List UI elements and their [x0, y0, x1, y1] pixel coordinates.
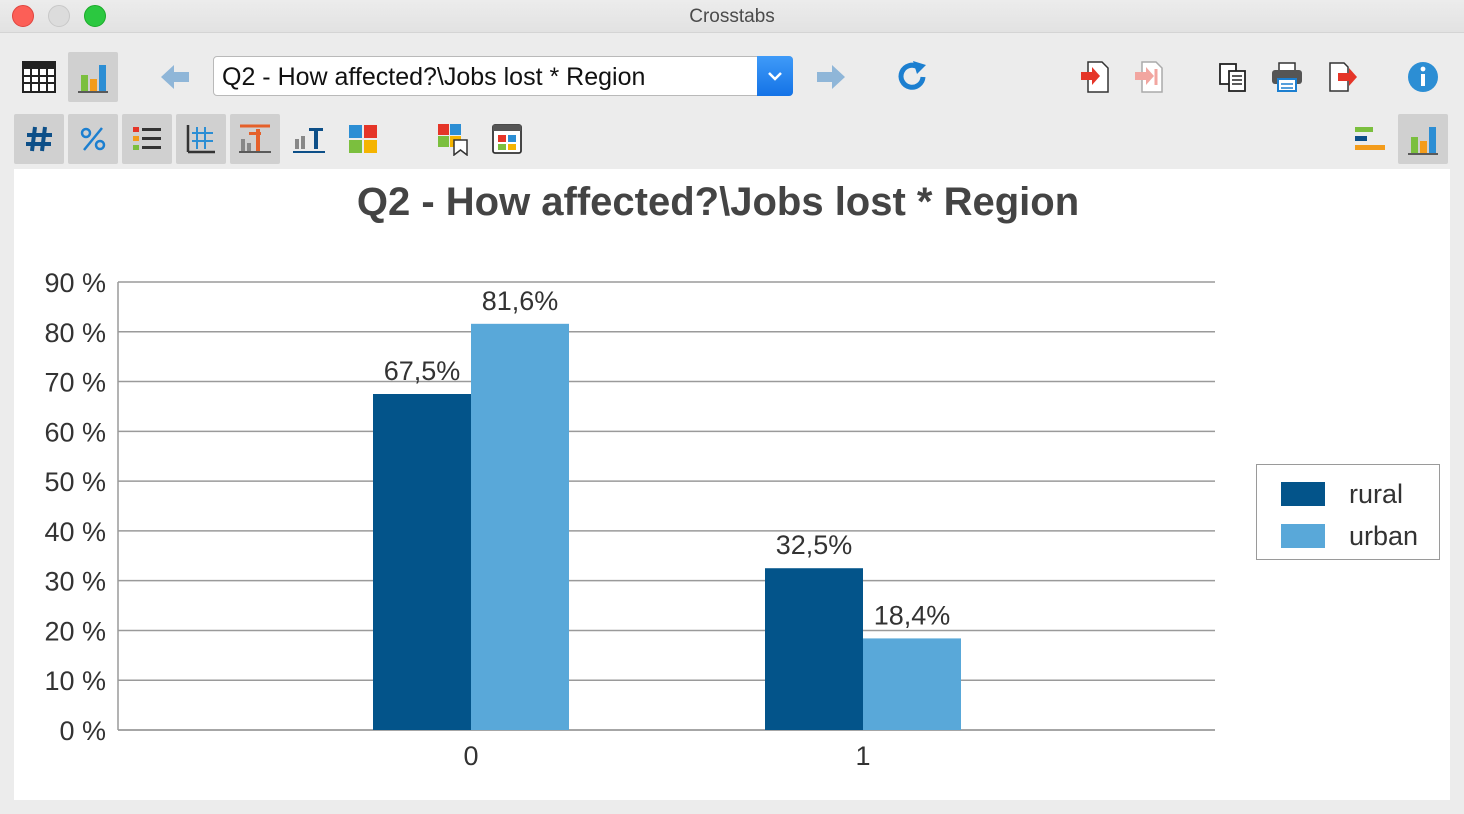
- printer-icon: [1272, 62, 1302, 92]
- absolute-frequencies-button[interactable]: [14, 114, 64, 164]
- total-percent-button[interactable]: [230, 114, 280, 164]
- window-title: Crosstabs: [689, 6, 775, 27]
- arrow-left-icon: [161, 65, 189, 89]
- legend-item-rural: rural: [1281, 477, 1403, 511]
- y-tick-label: 30 %: [44, 567, 106, 597]
- row-percent-button[interactable]: [122, 114, 172, 164]
- percent-button[interactable]: [68, 114, 118, 164]
- vertical-bar-chart-button[interactable]: [1398, 114, 1448, 164]
- import-icon: [1081, 61, 1109, 93]
- bar-urban-0: [471, 323, 569, 730]
- export-button[interactable]: [1318, 52, 1368, 102]
- legend-label-rural: rural: [1349, 478, 1404, 509]
- copy-icon: [1219, 63, 1246, 92]
- bar-rural-0: [373, 394, 471, 730]
- y-tick-label: 60 %: [44, 417, 106, 447]
- x-tick-label: 1: [855, 741, 870, 771]
- close-window-button[interactable]: [12, 5, 34, 27]
- table-view-button[interactable]: [14, 52, 64, 102]
- y-tick-label: 90 %: [44, 268, 106, 298]
- chart-options-button[interactable]: [284, 114, 334, 164]
- arrow-right-icon: [817, 65, 845, 89]
- chart-title: Q2 - How affected?\Jobs lost * Region: [356, 180, 1080, 224]
- y-tick-label: 10 %: [44, 666, 106, 696]
- horizontal-bars-icon: [1355, 127, 1385, 150]
- zoom-window-button[interactable]: [84, 5, 106, 27]
- data-label: 18,4%: [874, 600, 951, 630]
- import-disabled-icon: [1135, 61, 1163, 93]
- window-colors-button[interactable]: [482, 114, 532, 164]
- x-tick-label: 0: [463, 741, 478, 771]
- refresh-button[interactable]: [888, 52, 938, 102]
- chart-panel: [14, 169, 1450, 800]
- legend-swatch-rural: [1281, 482, 1325, 506]
- info-icon: [1408, 62, 1438, 92]
- column-percent-button[interactable]: [176, 114, 226, 164]
- chart-text-icon: [293, 128, 325, 153]
- back-button[interactable]: [150, 52, 200, 102]
- title-bar: Crosstabs: [0, 0, 1464, 33]
- y-tick-label: 40 %: [44, 517, 106, 547]
- minimize-window-button[interactable]: [48, 5, 70, 27]
- bar-total-icon: [239, 124, 271, 153]
- table-grid-icon: [22, 61, 56, 93]
- save-colors-button[interactable]: [428, 114, 478, 164]
- import-disabled-button[interactable]: [1124, 52, 1174, 102]
- grid-axis-icon: [186, 125, 215, 154]
- y-tick-label: 80 %: [44, 318, 106, 348]
- export-icon: [1329, 62, 1357, 92]
- variable-select-value: Q2 - How affected?\Jobs lost * Region: [222, 63, 646, 91]
- chart-view-button[interactable]: [68, 52, 118, 102]
- list-icon: [133, 127, 161, 150]
- import-button[interactable]: [1070, 52, 1120, 102]
- legend-item-urban: urban: [1281, 519, 1418, 553]
- data-label: 81,6%: [482, 286, 559, 316]
- y-tick-label: 20 %: [44, 616, 106, 646]
- horizontal-bar-chart-button[interactable]: [1344, 114, 1394, 164]
- vertical-bars-icon: [1408, 127, 1438, 155]
- copy-button[interactable]: [1208, 52, 1258, 102]
- data-label: 32,5%: [776, 530, 853, 560]
- percent-icon: [80, 127, 106, 151]
- bar-urban-1: [863, 638, 961, 730]
- info-button[interactable]: [1398, 52, 1448, 102]
- forward-button[interactable]: [806, 52, 856, 102]
- y-tick-label: 0 %: [59, 716, 106, 746]
- legend-swatch-urban: [1281, 524, 1325, 548]
- bar-rural-1: [765, 568, 863, 730]
- color-scheme-button[interactable]: [338, 114, 388, 164]
- print-button[interactable]: [1262, 52, 1312, 102]
- data-label: 67,5%: [384, 356, 461, 386]
- chevron-down-icon: [768, 72, 782, 81]
- color-bookmark-icon: [438, 124, 468, 156]
- bar-chart-icon: [78, 65, 108, 93]
- hash-icon: [26, 126, 52, 152]
- y-tick-label: 50 %: [44, 467, 106, 497]
- refresh-icon: [898, 61, 926, 90]
- chart-legend: rural urban: [1256, 464, 1440, 560]
- legend-label-urban: urban: [1349, 520, 1419, 551]
- color-squares-icon: [349, 125, 377, 153]
- select-dropdown-button[interactable]: [757, 56, 793, 96]
- variable-select[interactable]: Q2 - How affected?\Jobs lost * Region: [213, 56, 793, 96]
- y-tick-label: 70 %: [44, 368, 106, 398]
- window-colors-icon: [492, 124, 522, 154]
